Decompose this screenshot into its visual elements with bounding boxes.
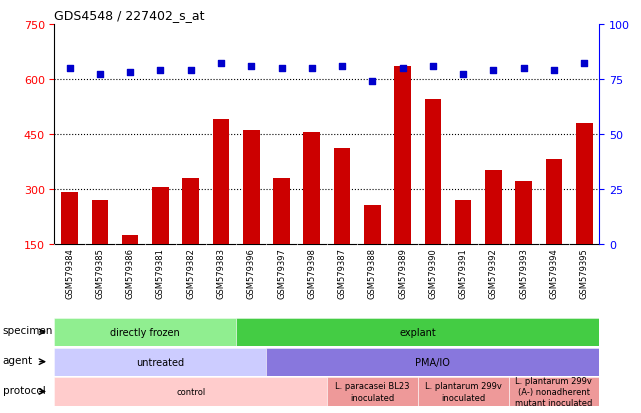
Bar [576, 123, 592, 299]
Text: GSM579394: GSM579394 [549, 248, 558, 298]
Point [95, 72, 105, 78]
Bar [303, 133, 320, 299]
Text: agent: agent [3, 356, 33, 366]
Point [246, 63, 256, 70]
Point [458, 72, 469, 78]
Text: GSM579392: GSM579392 [489, 248, 498, 298]
Text: L. paracasei BL23
inoculated: L. paracasei BL23 inoculated [335, 382, 410, 401]
Bar [455, 200, 471, 299]
Point [65, 65, 75, 72]
Point [337, 63, 347, 70]
Bar [515, 182, 532, 299]
Point [579, 61, 589, 68]
Point [428, 63, 438, 70]
Point [276, 65, 287, 72]
Point [488, 68, 499, 74]
Text: GSM579387: GSM579387 [338, 248, 347, 299]
Text: GSM579382: GSM579382 [186, 248, 196, 299]
Text: GSM579381: GSM579381 [156, 248, 165, 299]
Text: GSM579398: GSM579398 [307, 248, 316, 299]
Bar [152, 188, 169, 299]
Text: GSM579395: GSM579395 [579, 248, 588, 298]
Point [125, 70, 135, 76]
Bar [545, 160, 562, 299]
Text: L. plantarum 299v
inoculated: L. plantarum 299v inoculated [425, 382, 501, 401]
Bar [364, 206, 381, 299]
Text: specimen: specimen [3, 326, 53, 336]
Point [549, 68, 559, 74]
Bar [183, 178, 199, 299]
Text: GSM579393: GSM579393 [519, 248, 528, 299]
Point [306, 65, 317, 72]
Bar [92, 200, 108, 299]
Bar [122, 235, 138, 299]
Text: GSM579390: GSM579390 [428, 248, 437, 298]
Text: L. plantarum 299v
(A-) nonadherent
mutant inoculated: L. plantarum 299v (A-) nonadherent mutan… [515, 376, 593, 407]
Text: explant: explant [399, 327, 436, 337]
Point [519, 65, 529, 72]
Point [397, 65, 408, 72]
Point [155, 68, 165, 74]
Text: untreated: untreated [137, 357, 185, 367]
Text: GSM579388: GSM579388 [368, 248, 377, 299]
Bar [485, 171, 502, 299]
Text: GSM579386: GSM579386 [126, 248, 135, 299]
Bar [424, 100, 441, 299]
Bar [62, 193, 78, 299]
Point [216, 61, 226, 68]
Bar [394, 67, 411, 299]
Text: PMA/IO: PMA/IO [415, 357, 450, 367]
Text: GSM579397: GSM579397 [277, 248, 286, 299]
Bar [243, 131, 260, 299]
Text: directly frozen: directly frozen [110, 327, 180, 337]
Point [367, 78, 378, 85]
Bar [273, 178, 290, 299]
Text: GDS4548 / 227402_s_at: GDS4548 / 227402_s_at [54, 9, 205, 22]
Text: control: control [176, 387, 205, 396]
Text: protocol: protocol [3, 385, 46, 395]
Text: GSM579396: GSM579396 [247, 248, 256, 299]
Text: GSM579384: GSM579384 [65, 248, 74, 299]
Text: GSM579383: GSM579383 [217, 248, 226, 299]
Point [186, 68, 196, 74]
Text: GSM579385: GSM579385 [96, 248, 104, 299]
Bar [334, 149, 351, 299]
Text: GSM579389: GSM579389 [398, 248, 407, 299]
Bar [213, 120, 229, 299]
Text: GSM579391: GSM579391 [458, 248, 468, 298]
